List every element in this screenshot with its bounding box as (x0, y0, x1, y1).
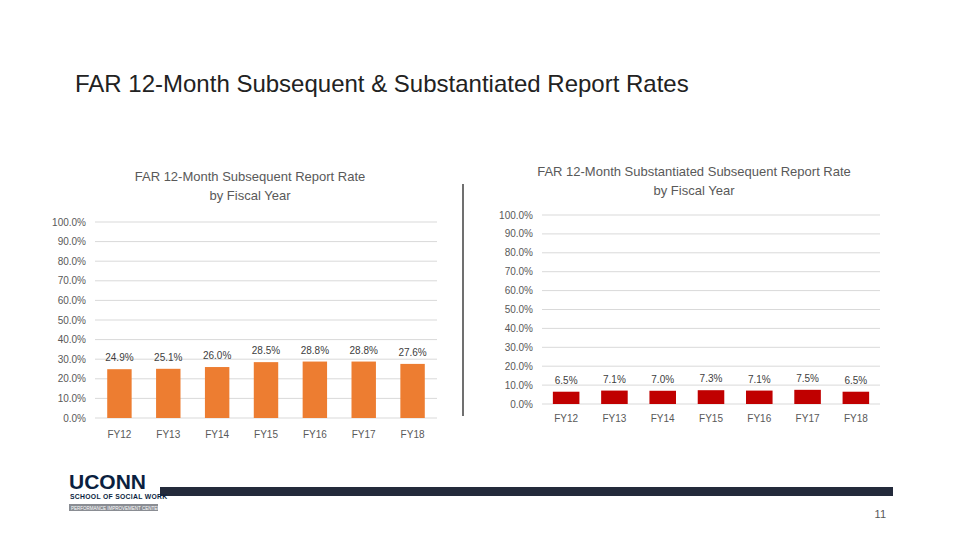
y-tick-label: 70.0% (505, 266, 533, 277)
x-tick-label: FY13 (602, 413, 626, 424)
bar (843, 392, 870, 404)
bar (746, 391, 773, 404)
y-tick-label: 40.0% (505, 323, 533, 334)
grid-line (95, 261, 437, 262)
data-label: 7.0% (651, 374, 674, 385)
y-tick-label: 60.0% (505, 285, 533, 296)
y-tick-label: 100.0% (52, 217, 86, 228)
x-tick-label: FY14 (651, 413, 675, 424)
data-label: 28.8% (301, 345, 329, 356)
grid-line (542, 366, 880, 367)
y-tick-label: 90.0% (505, 228, 533, 239)
data-label: 28.8% (350, 345, 378, 356)
x-tick-label: FY14 (205, 429, 229, 440)
y-tick-label: 80.0% (505, 247, 533, 258)
chart: FAR 12-Month Substantiated Subsequent Re… (499, 164, 880, 424)
data-label: 25.1% (154, 352, 182, 363)
y-tick-label: 20.0% (58, 373, 86, 384)
chart-title: FAR 12-Month Substantiated Subsequent Re… (537, 164, 851, 198)
data-label: 24.9% (105, 352, 133, 363)
y-tick-label: 10.0% (505, 380, 533, 391)
bar (649, 391, 676, 404)
x-tick-label: FY16 (303, 429, 327, 440)
data-label: 7.1% (748, 374, 771, 385)
bar (400, 364, 424, 418)
grid-line (95, 241, 437, 242)
y-tick-label: 10.0% (58, 393, 86, 404)
y-tick-label: 30.0% (58, 354, 86, 365)
slide-title: FAR 12-Month Subsequent & Substantiated … (75, 70, 689, 97)
y-tick-label: 0.0% (510, 399, 533, 410)
logo: UCONN (69, 470, 146, 493)
y-tick-label: 90.0% (58, 236, 86, 247)
page-number: 11 (875, 508, 886, 520)
data-label: 26.0% (203, 350, 231, 361)
chart-title: FAR 12-Month Subsequent Report Rateby Fi… (135, 169, 366, 203)
x-tick-label: FY17 (352, 429, 376, 440)
grid-line (95, 222, 437, 223)
y-tick-label: 70.0% (58, 275, 86, 286)
bar (303, 362, 327, 418)
grid-line (542, 347, 880, 348)
x-tick-label: FY16 (747, 413, 771, 424)
grid-line (542, 233, 880, 234)
y-tick-label: 60.0% (58, 295, 86, 306)
y-tick-label: 30.0% (505, 342, 533, 353)
bars (107, 362, 425, 418)
data-label: 7.3% (700, 373, 723, 384)
bar (553, 392, 580, 404)
bars (553, 390, 869, 404)
grid-line (542, 328, 880, 329)
bar (698, 390, 725, 404)
grid-line (95, 280, 437, 281)
data-label: 7.1% (603, 374, 626, 385)
x-tick-label: FY18 (401, 429, 425, 440)
x-tick-label: FY15 (254, 429, 278, 440)
x-tick-label: FY12 (107, 429, 131, 440)
y-tick-label: 80.0% (58, 256, 86, 267)
grid-line (95, 300, 437, 301)
grid-line (542, 385, 880, 386)
x-tick-label: FY12 (554, 413, 578, 424)
grid-line (542, 271, 880, 272)
grid-line (95, 339, 437, 340)
logo-caption: PERFORMANCE IMPROVEMENT CENTER (71, 506, 161, 511)
x-tick-label: FY13 (156, 429, 180, 440)
bar (205, 367, 229, 418)
grid-line (542, 252, 880, 253)
bar (156, 369, 180, 418)
data-label: 6.5% (555, 375, 578, 386)
bar (601, 391, 628, 404)
divider (462, 184, 464, 416)
data-label: 7.5% (796, 373, 819, 384)
grid-line (95, 359, 437, 360)
data-label: 27.6% (398, 347, 426, 358)
y-tick-label: 40.0% (58, 334, 86, 345)
data-label: 28.5% (252, 345, 280, 356)
grid-line (542, 309, 880, 310)
y-tick-label: 100.0% (499, 210, 533, 221)
data-label: 6.5% (844, 375, 867, 386)
logo-subtitle: SCHOOL OF SOCIAL WORK (70, 493, 167, 500)
x-tick-label: FY17 (796, 413, 820, 424)
grid-line (542, 215, 880, 216)
bar (254, 362, 278, 418)
y-tick-label: 20.0% (505, 361, 533, 372)
y-tick-label: 0.0% (63, 413, 86, 424)
slide: FAR 12-Month Subsequent & Substantiated … (0, 0, 960, 540)
chart: FAR 12-Month Subsequent Report Rateby Fi… (52, 169, 437, 440)
y-tick-label: 50.0% (505, 304, 533, 315)
grid-line (542, 290, 880, 291)
x-tick-label: FY18 (844, 413, 868, 424)
y-tick-label: 50.0% (58, 315, 86, 326)
grid-line (95, 320, 437, 321)
x-tick-label: FY15 (699, 413, 723, 424)
bar (352, 362, 376, 418)
bar (794, 390, 821, 404)
footer-bar (160, 487, 893, 496)
bar (107, 369, 131, 418)
